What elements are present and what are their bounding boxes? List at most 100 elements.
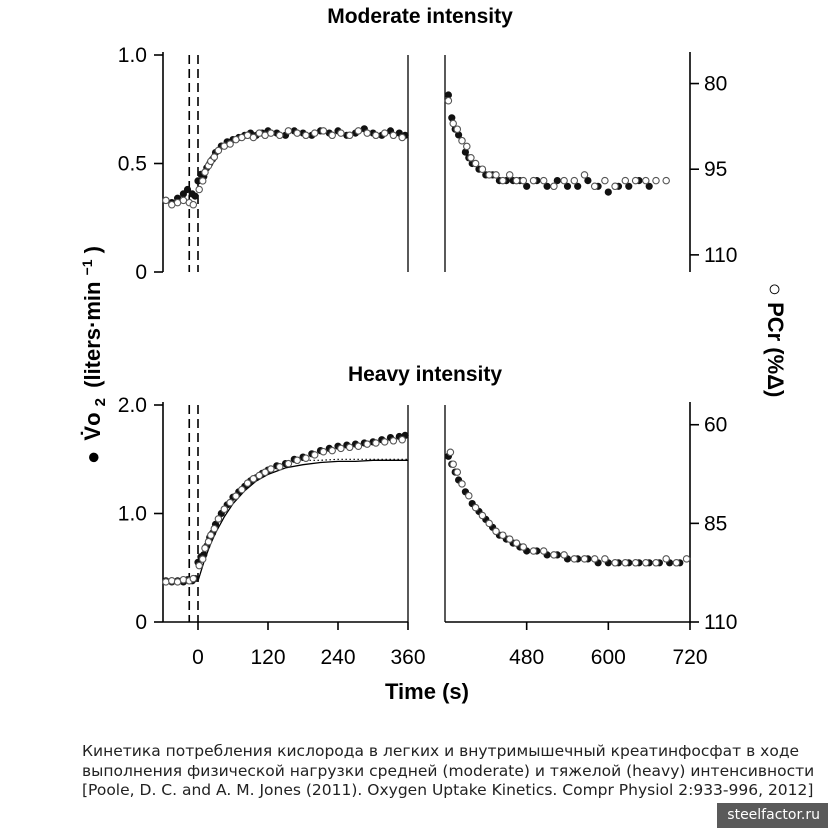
pcr-data-point [471,503,480,512]
pcr-data-point [611,182,619,191]
pcr-data-point [505,171,514,179]
left-axis-symbol: ● [80,451,105,464]
pcr-data-point [255,471,264,480]
left-axis-units: (liters·min [80,282,105,388]
x-tick-label: 120 [250,646,285,669]
left-axis-close: ) [80,246,105,253]
moderate-pcr-panel: 80 95 110 [444,52,737,272]
y-tick-label: 0 [135,611,147,634]
svg-text:● V̇o 2 (lit: ● V̇o 2 (liters·min −1 ) [72,246,110,464]
pcr-data-point [672,559,681,567]
pcr-data-point [444,96,453,105]
pcr-data-point [319,127,328,135]
pcr-data-point [380,129,389,137]
pcr-data-point [328,131,336,140]
x-tick-label: 240 [320,646,355,669]
pcr-data-point [601,555,609,563]
vo2-data-point [191,192,199,200]
pcr-data-point [189,200,198,209]
pcr-data-point [214,515,223,523]
pcr-data-point [539,547,548,555]
pcr-data-point [662,555,670,563]
pcr-data-point [220,505,229,513]
pcr-data-point [204,537,213,546]
x-tick-label: 720 [672,646,707,669]
pcr-data-point [207,531,215,539]
pcr-data-point [195,561,203,570]
pcr-data-point [310,451,319,459]
pcr-data-point [210,524,219,533]
pcr-data-point [642,559,650,567]
pcr-data-point [226,140,234,148]
pcr-data-point [238,485,246,494]
pcr-data-point [682,555,691,563]
pcr-data-point [471,159,480,168]
pcr-data-point [621,176,630,185]
pcr-data-point [214,146,223,155]
pcr-data-point [570,555,579,563]
pcr-data-point [492,171,500,179]
y-tick-label: 110 [704,611,737,634]
vo2-data-point [574,182,582,190]
pcr-data-point [226,498,234,507]
pcr-data-point [492,527,500,536]
pcr-data-point [198,555,207,563]
pcr-data-point [642,176,650,185]
pcr-data-point [389,131,398,140]
pcr-data-point [293,456,301,465]
pcr-data-point [232,492,240,500]
pcr-data-point [189,574,198,583]
pcr-data-point [328,446,336,455]
pcr-data-point [449,460,457,468]
right-axis-title: ○ PCr (%Δ) [763,283,788,398]
pcr-data-point [446,448,455,457]
figure: Moderate intensity Heavy intensity 0 0.5 1… [72,5,788,704]
heavy-pcr-panel: 60 85 110 480 600 720 [444,402,737,669]
pcr-data-point [463,142,471,151]
pcr-data-point [652,176,660,185]
pcr-data-point [398,133,406,142]
moderate-title: Moderate intensity [327,5,513,28]
figure-caption: Кинетика потребления кислорода в легких … [82,742,815,799]
left-axis-subscript: 2 [92,398,109,406]
pcr-data-point [162,196,170,205]
x-tick-label: 600 [591,646,626,669]
pcr-data-point [458,136,466,145]
x-tick-label: 360 [390,646,425,669]
pcr-data-point [284,127,293,135]
moderate-vo2-panel: 0 0.5 1.0 [118,44,409,284]
pcr-data-point [354,442,363,450]
y-tick-label: 1.0 [118,503,147,526]
x-tick-label: 480 [509,646,544,669]
pcr-data-point [162,578,170,586]
heavy-vo2-panel: 0 1.0 2.0 0 120 240 360 [118,394,426,669]
y-tick-label: 0.5 [118,153,147,176]
y-tick-label: 85 [704,512,727,535]
pcr-data-point [519,176,528,185]
pcr-data-point [261,468,269,477]
pcr-data-point [389,437,398,445]
pcr-data-point [337,444,345,453]
left-axis-exponent: −1 [79,259,95,275]
pcr-data-point [465,491,473,500]
pcr-data-point [485,171,493,179]
pcr-data-point [499,176,507,185]
pcr-data-point [621,559,630,567]
pcr-data-point [467,154,475,162]
y-tick-label: 80 [704,73,727,96]
left-axis-title: ● V̇o 2 (liters·min −1 ) [72,246,110,464]
y-tick-label: 60 [704,414,727,437]
pcr-data-point [458,480,466,488]
pcr-data-point [302,131,310,140]
vo2-data-point [523,182,531,190]
pcr-data-point [201,544,209,552]
x-axis-title: Time (s) [385,679,469,704]
pcr-data-point [453,468,462,476]
pcr-data-point [550,551,558,559]
pcr-data-point [337,129,345,137]
pcr-data-point [195,185,203,194]
pcr-data-point [179,575,188,584]
pcr-data-point [529,547,538,555]
vo2-data-point [604,188,612,196]
left-axis-quantity: V̇o [80,412,105,440]
